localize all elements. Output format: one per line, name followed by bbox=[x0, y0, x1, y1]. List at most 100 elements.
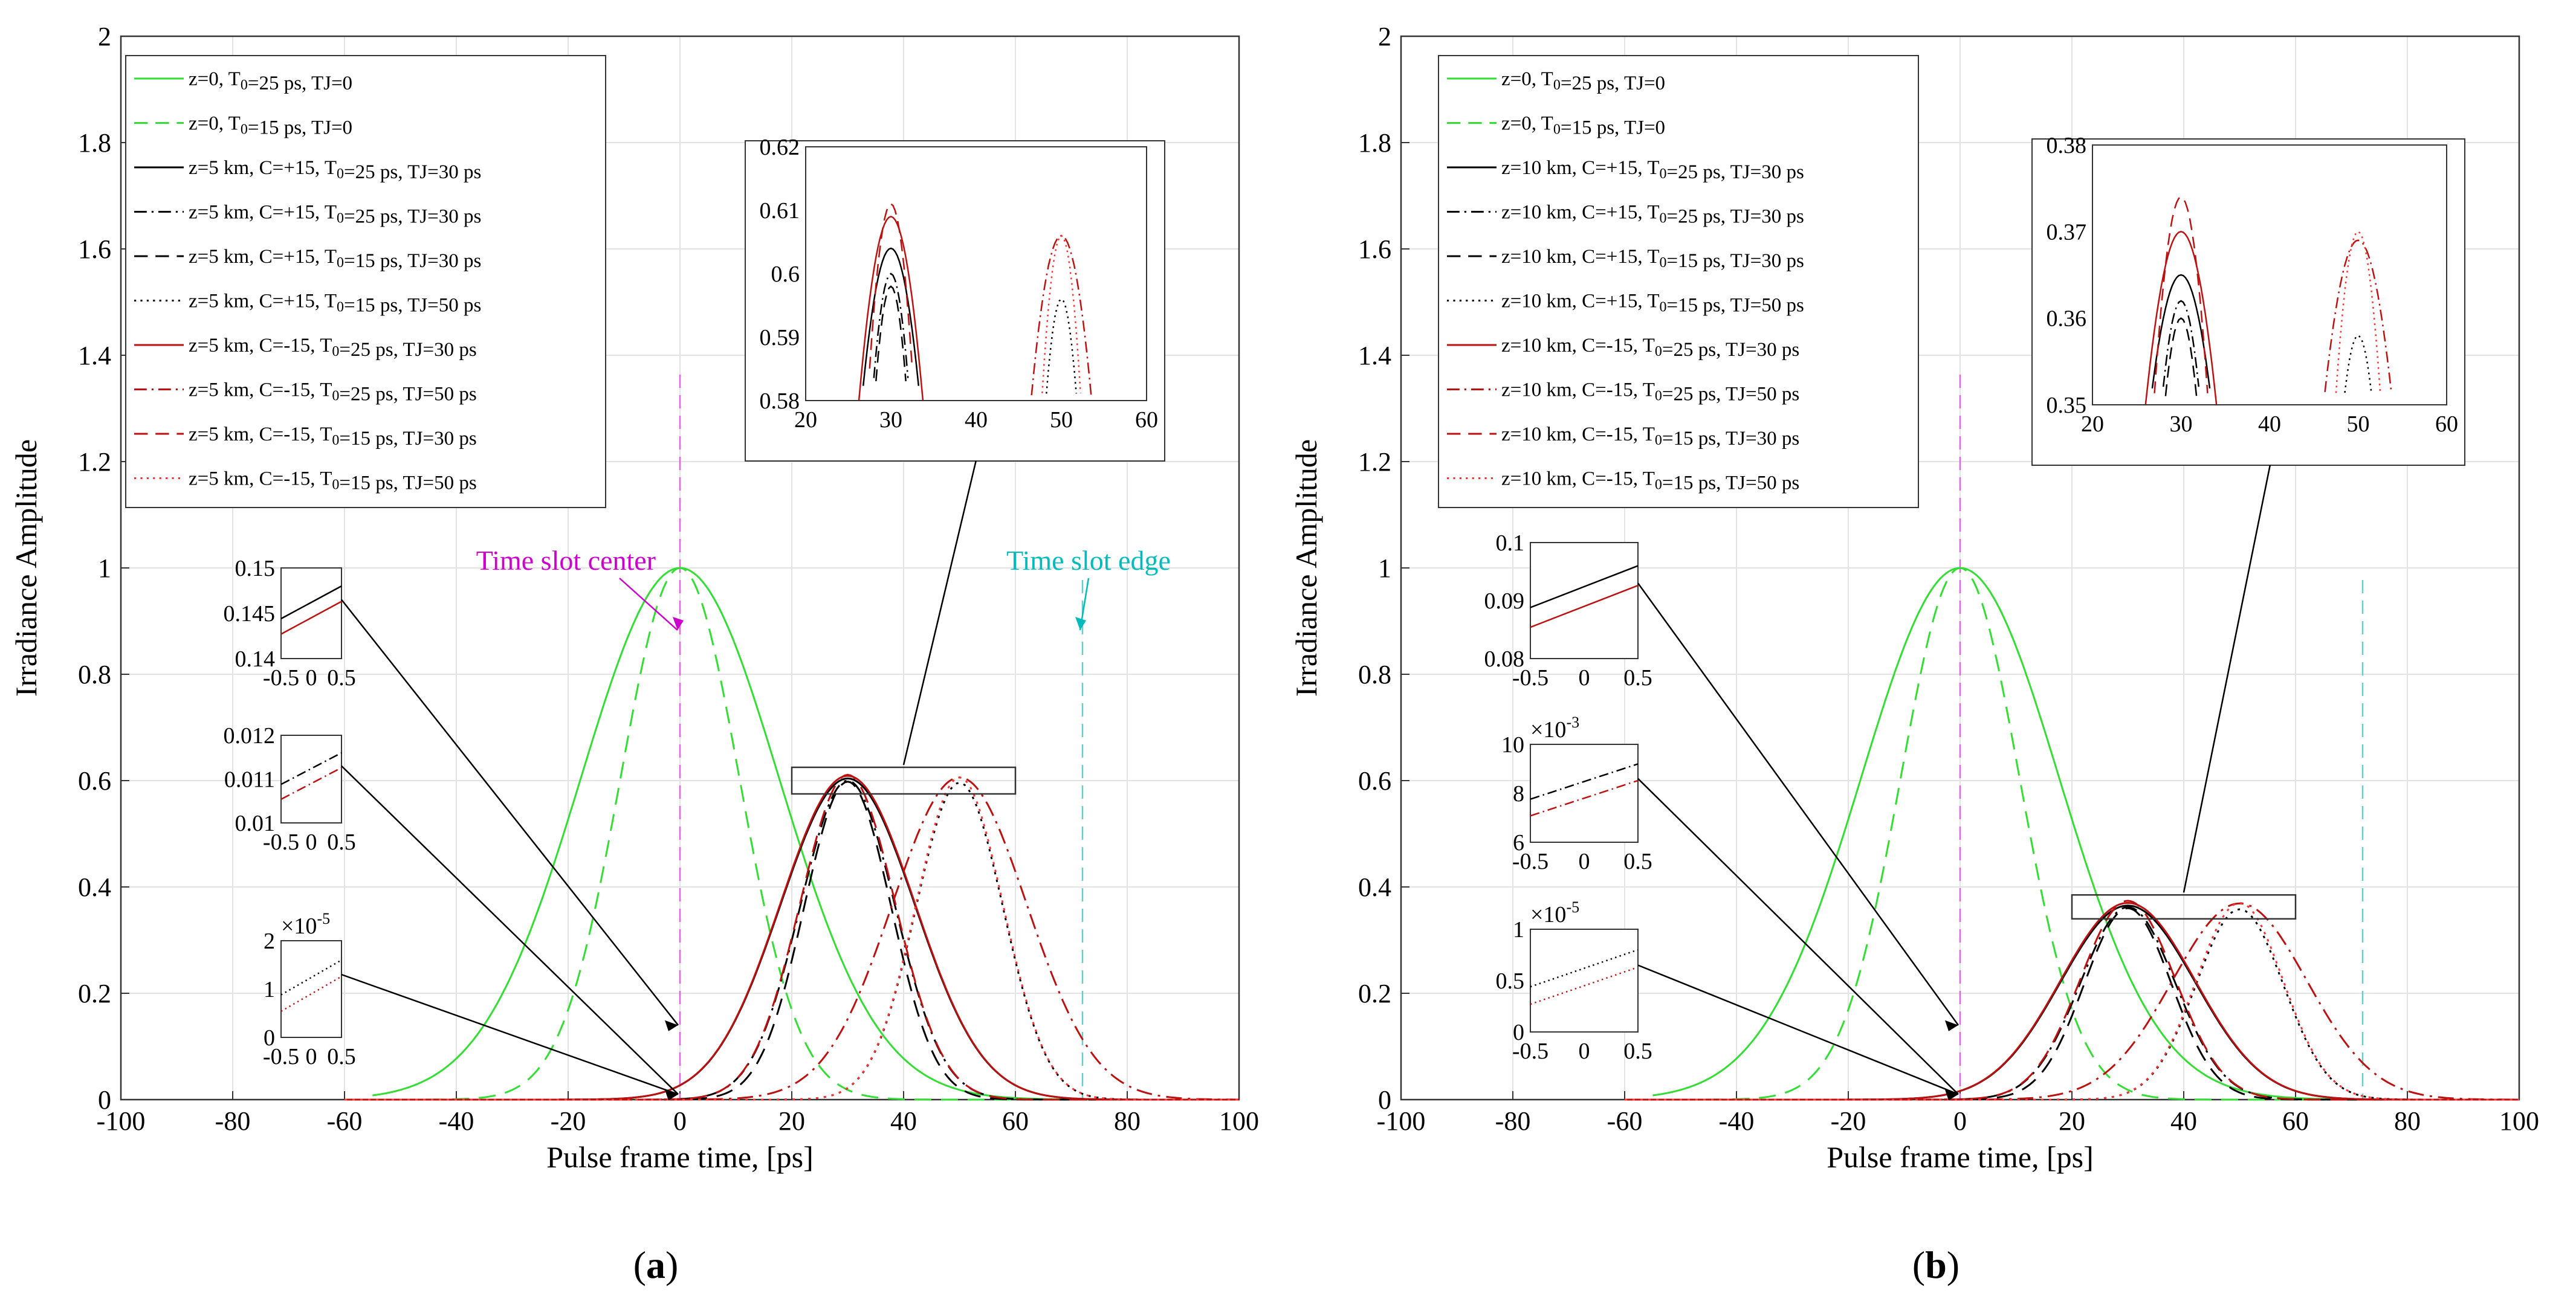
inset-y-tick-label: 0.59 bbox=[760, 325, 800, 350]
inset-x-tick-label: 40 bbox=[965, 407, 988, 433]
y-tick-label: 2 bbox=[1378, 22, 1391, 51]
inset-frame bbox=[745, 140, 1165, 462]
legend-entry: z=5 km, C=+15, T0=15 ps, TJ=30 ps bbox=[189, 246, 481, 272]
inset-y-tick-label: 0.145 bbox=[224, 601, 276, 627]
inset-pointer-arrowhead bbox=[665, 1089, 678, 1101]
inset-x-tick-label: 60 bbox=[2435, 411, 2458, 437]
annotation-arrow bbox=[619, 578, 678, 631]
legend-entry: z=5 km, C=-15, T0=15 ps, TJ=30 ps bbox=[189, 424, 477, 450]
x-tick-label: 80 bbox=[1114, 1106, 1141, 1136]
x-axis-label: Pulse frame time, [ps] bbox=[546, 1140, 814, 1174]
legend-entry: z=0, T0=25 ps, TJ=0 bbox=[189, 68, 352, 94]
y-tick-label: 1.2 bbox=[78, 447, 111, 477]
zoom-pointer-arrow bbox=[2183, 465, 2271, 893]
inset-x-tick-label: 40 bbox=[2258, 411, 2281, 437]
legend-entry: z=5 km, C=+15, T0=25 ps, TJ=30 ps bbox=[189, 157, 481, 183]
inset-curve bbox=[280, 585, 342, 620]
y-tick-label: 1.4 bbox=[78, 341, 111, 370]
inset-pointer-arrow bbox=[341, 765, 679, 1095]
inset-curve bbox=[1530, 584, 1639, 628]
inset-x-tick-label: -0.5 bbox=[263, 665, 299, 691]
inset-axes bbox=[805, 146, 1147, 401]
y-axis-label: Irradiance Amplitude bbox=[9, 439, 43, 697]
inset-y-tick-label: 0.62 bbox=[760, 135, 800, 160]
inset-pointer-arrowhead bbox=[665, 1020, 678, 1031]
inset-x-tick-label: 0.5 bbox=[1623, 849, 1652, 874]
y-tick-label: 0.2 bbox=[1358, 979, 1391, 1008]
y-tick-label: 1.4 bbox=[1358, 341, 1391, 370]
inset-y-tick-label: 0.37 bbox=[2047, 219, 2087, 245]
inset-series-line-2 bbox=[875, 285, 907, 382]
inset-x-tick-label: 50 bbox=[1050, 407, 1073, 433]
inset-curve bbox=[1530, 779, 1639, 817]
legend-entry: z=0, T0=15 ps, TJ=0 bbox=[1501, 113, 1665, 139]
y-tick-label: 1 bbox=[98, 553, 111, 583]
inset-y-tick-label: 0.58 bbox=[760, 388, 800, 414]
inset-multiplier: ×10-5 bbox=[1530, 898, 1579, 927]
series-line-1 bbox=[1652, 567, 2519, 1101]
inset-x-tick-label: 0.5 bbox=[327, 665, 356, 691]
y-tick-label: 0.4 bbox=[1358, 872, 1391, 902]
inset-axes bbox=[280, 940, 342, 1038]
series-line-5 bbox=[345, 781, 1239, 1101]
inset-curve bbox=[280, 752, 342, 785]
inset-y-tick-label: 0.08 bbox=[1484, 646, 1525, 672]
inset-y-tick-label: 0.01 bbox=[235, 811, 276, 836]
inset-zoom-top: 20 30 40 50 60 0.58 0.59 0.6 0.61 0.62 bbox=[745, 135, 1165, 462]
inset-series-line-5 bbox=[2324, 239, 2392, 393]
inset-axes bbox=[280, 735, 342, 824]
inset-pointer-arrowhead bbox=[1945, 1089, 1958, 1101]
inset-y-tick-label: 0.09 bbox=[1484, 588, 1525, 614]
legend-entry: z=10 km, C=+15, T0=15 ps, TJ=50 ps bbox=[1501, 291, 1804, 317]
y-tick-label: 0.8 bbox=[1358, 660, 1391, 689]
x-tick-label: 60 bbox=[2282, 1106, 2309, 1136]
x-tick-label: -80 bbox=[1495, 1106, 1531, 1136]
inset-series-line-0 bbox=[2151, 274, 2211, 388]
inset-y-tick-label: 0 bbox=[1513, 1020, 1524, 1045]
inset-axes bbox=[1530, 744, 1639, 843]
inset-y-tick-label: 0.6 bbox=[771, 262, 800, 287]
y-tick-label: 1.6 bbox=[1358, 234, 1391, 264]
inset-y-tick-label: 0.36 bbox=[2047, 306, 2087, 332]
inset-y-tick-label: 0.14 bbox=[235, 646, 276, 672]
legend: z=0, T0=25 ps, TJ=0 z=0, T0=15 ps, TJ=0 z=… bbox=[1438, 55, 1919, 508]
x-tick-label: 40 bbox=[890, 1106, 917, 1136]
zoom-source-box bbox=[791, 766, 1017, 795]
legend-entry: z=10 km, C=-15, T0=25 ps, TJ=30 ps bbox=[1501, 335, 1799, 361]
x-tick-label: 0 bbox=[673, 1106, 687, 1136]
inset-y-tick-label: 0.1 bbox=[1496, 530, 1525, 556]
y-tick-label: 1.2 bbox=[1358, 447, 1391, 477]
inset-y-tick-label: 8 bbox=[1513, 781, 1524, 807]
inset-y-tick-label: 0.38 bbox=[2047, 133, 2087, 158]
inset-x-tick-label: 0 bbox=[306, 665, 317, 691]
x-tick-label: 60 bbox=[1002, 1106, 1029, 1136]
x-tick-label: -60 bbox=[327, 1106, 363, 1136]
legend-entry: z=5 km, C=+15, T0=25 ps, TJ=30 ps bbox=[189, 202, 481, 228]
inset-zoom-1: -0.5 0 0.5 0.14 0.145 0.15 bbox=[224, 556, 356, 691]
legend: z=0, T0=25 ps, TJ=0 z=0, T0=15 ps, TJ=0 z=… bbox=[125, 55, 606, 508]
legend-entry: z=10 km, C=-15, T0=15 ps, TJ=50 ps bbox=[1501, 468, 1799, 494]
inset-x-tick-label: -0.5 bbox=[1512, 1039, 1549, 1064]
inset-zoom-2: -0.5 0 0.5 0.01 0.011 0.012 bbox=[224, 723, 356, 855]
y-tick-label: 0.2 bbox=[78, 979, 111, 1008]
inset-pointer-arrowhead bbox=[1945, 1020, 1958, 1031]
y-tick-label: 0.6 bbox=[1358, 766, 1391, 796]
x-tick-label: 0 bbox=[1953, 1106, 1967, 1136]
y-tick-label: 0.4 bbox=[78, 872, 111, 902]
inset-zoom-2: -0.5 0 0.5 6 8 10×10-3 bbox=[1501, 714, 1652, 874]
y-tick-label: 1.8 bbox=[78, 128, 111, 158]
inset-x-tick-label: 0 bbox=[1579, 849, 1590, 874]
legend-entry: z=10 km, C=-15, T0=15 ps, TJ=30 ps bbox=[1501, 424, 1799, 450]
inset-curve bbox=[1530, 763, 1639, 800]
inset-series-line-1 bbox=[873, 272, 909, 378]
y-tick-label: 0.8 bbox=[78, 660, 111, 689]
legend-entry: z=5 km, C=-15, T0=25 ps, TJ=50 ps bbox=[189, 379, 477, 405]
series-line-1 bbox=[372, 567, 1239, 1101]
inset-curve bbox=[280, 767, 342, 800]
x-axis-label: Pulse frame time, [ps] bbox=[1827, 1140, 2094, 1174]
x-tick-label: -20 bbox=[1831, 1106, 1866, 1136]
x-tick-label: -100 bbox=[1377, 1106, 1426, 1136]
zoom-source-box bbox=[2071, 894, 2297, 920]
y-tick-label: 0.6 bbox=[78, 766, 111, 796]
inset-multiplier: ×10-5 bbox=[281, 910, 330, 939]
